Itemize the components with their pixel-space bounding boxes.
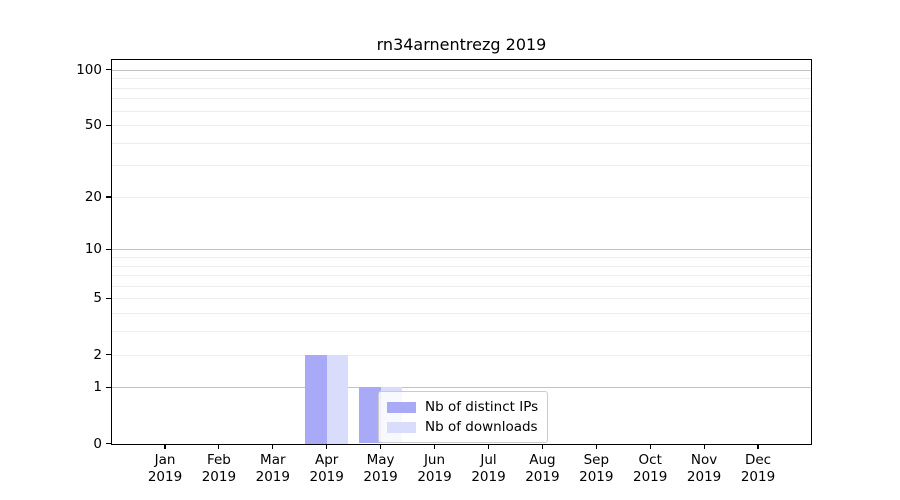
x-tick-label: Sep 2019 xyxy=(579,451,614,485)
minor-gridline xyxy=(112,285,811,287)
x-tick-label: Mar 2019 xyxy=(255,451,290,485)
y-tick-label: 0 xyxy=(93,435,102,452)
x-tick-label: Apr 2019 xyxy=(309,451,344,485)
major-gridline xyxy=(112,387,811,389)
y-tick-mark xyxy=(106,69,112,71)
minor-gridline xyxy=(112,354,811,356)
x-tick-label: May 2019 xyxy=(363,451,398,485)
y-tick-label: 20 xyxy=(84,189,102,205)
x-tick-label: Oct 2019 xyxy=(633,451,668,485)
y-tick-mark xyxy=(106,124,112,126)
y-tick-label: 100 xyxy=(76,61,102,78)
chart-title: rn34arnentrezg 2019 xyxy=(376,35,547,54)
legend-entry-distinct-ips: Nb of distinct IPs xyxy=(387,397,538,417)
x-tick-mark xyxy=(649,443,651,449)
x-tick-label: Nov 2019 xyxy=(686,451,722,485)
y-tick-label: 2 xyxy=(93,346,102,363)
x-tick-mark xyxy=(380,443,382,449)
y-tick-mark xyxy=(106,297,112,299)
minor-gridline xyxy=(112,331,811,333)
minor-gridline xyxy=(112,98,811,100)
x-tick-mark xyxy=(487,443,490,449)
minor-gridline xyxy=(112,110,811,112)
x-tick-label: Jun 2019 xyxy=(417,451,452,485)
y-tick-label: 1 xyxy=(93,379,102,396)
y-tick-mark xyxy=(106,196,112,198)
minor-gridline xyxy=(112,257,811,259)
major-gridline xyxy=(112,69,811,71)
y-tick-label: 50 xyxy=(84,117,102,134)
x-tick-mark xyxy=(541,443,543,449)
x-tick-label: Jul 2019 xyxy=(471,451,506,485)
legend-label-distinct-ips: Nb of distinct IPs xyxy=(425,399,539,415)
x-tick-label: Dec 2019 xyxy=(740,451,776,485)
minor-gridline xyxy=(112,197,811,198)
legend-label-downloads: Nb of downloads xyxy=(425,419,538,435)
y-tick-label: 5 xyxy=(93,290,102,307)
legend-entry-downloads: Nb of downloads xyxy=(387,417,538,437)
y-tick-mark xyxy=(106,248,112,250)
major-gridline xyxy=(112,249,811,251)
bar-downloads xyxy=(326,354,349,444)
legend-swatch-distinct-ips xyxy=(387,401,416,413)
minor-gridline xyxy=(112,165,811,167)
y-tick-mark xyxy=(106,353,112,356)
x-tick-mark xyxy=(595,443,597,449)
x-tick-label: Aug 2019 xyxy=(525,451,560,485)
legend-swatch-downloads xyxy=(387,421,416,433)
legend: Nb of distinct IPs Nb of downloads xyxy=(378,391,549,443)
y-tick-mark xyxy=(106,386,112,388)
bar-distinct-ips xyxy=(305,354,327,444)
minor-gridline xyxy=(112,275,811,277)
y-tick-label: 10 xyxy=(84,241,102,258)
bar-distinct-ips xyxy=(359,387,381,444)
x-tick-mark xyxy=(326,443,328,449)
x-tick-mark xyxy=(433,443,436,449)
x-tick-mark xyxy=(757,443,759,449)
x-tick-label: Feb 2019 xyxy=(201,451,237,485)
x-tick-mark xyxy=(218,443,220,449)
x-tick-mark xyxy=(272,443,274,449)
minor-gridline xyxy=(112,313,811,315)
minor-gridline xyxy=(112,298,811,300)
plot-area: Nb of distinct IPs Nb of downloads xyxy=(111,59,812,445)
minor-gridline xyxy=(112,125,811,127)
x-tick-mark xyxy=(703,443,705,449)
minor-gridline xyxy=(112,78,811,80)
y-tick-mark xyxy=(106,442,112,445)
minor-gridline xyxy=(112,142,811,144)
grid-layer xyxy=(112,60,811,444)
x-tick-label: Jan 2019 xyxy=(147,451,183,485)
minor-gridline xyxy=(112,87,811,89)
x-tick-mark xyxy=(164,443,166,449)
minor-gridline xyxy=(112,265,811,267)
bars-layer xyxy=(112,60,811,444)
